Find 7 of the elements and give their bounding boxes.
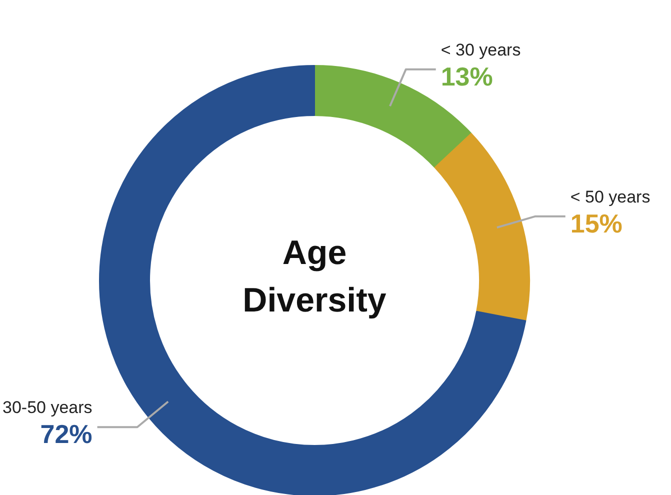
data-label: 15% [570, 208, 622, 238]
slice-label: 30-50 years [2, 398, 92, 418]
text: Age Diversity [242, 234, 386, 320]
slice-label: < 30 years [440, 40, 521, 60]
slice-label: < 50 years [570, 187, 650, 206]
data-label: 72% [40, 419, 92, 450]
data-label: 13% [440, 61, 493, 92]
